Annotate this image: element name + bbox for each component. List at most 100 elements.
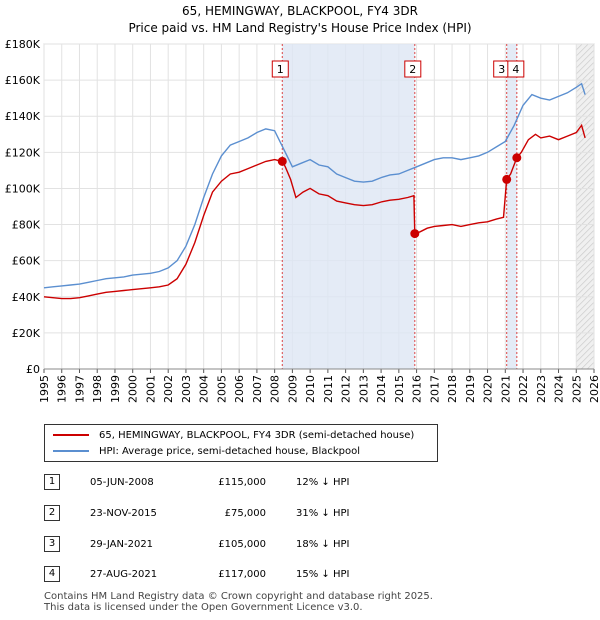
forecast-hatch-line bbox=[575, 319, 595, 339]
forecast-hatch-line bbox=[575, 223, 595, 243]
sale-hpi-diff: 12% ↓ HPI bbox=[296, 477, 350, 488]
x-tick-label: 2014 bbox=[375, 375, 388, 403]
forecast-hatch-line bbox=[575, 151, 595, 171]
y-tick-label: £40K bbox=[12, 291, 41, 304]
forecast-hatch-line bbox=[575, 61, 595, 81]
y-tick-label: £140K bbox=[5, 110, 41, 123]
forecast-hatch-line bbox=[575, 163, 595, 183]
forecast-hatch-line bbox=[575, 301, 595, 321]
forecast-hatch-line bbox=[575, 43, 595, 63]
sale-date: 29-JAN-2021 bbox=[90, 539, 154, 550]
legend-label-property: 65, HEMINGWAY, BLACKPOOL, FY4 3DR (semi-… bbox=[99, 430, 415, 441]
y-tick-label: £0 bbox=[26, 363, 40, 376]
x-tick-label: 1998 bbox=[91, 375, 104, 403]
legend-item-hpi: HPI: Average price, semi-detached house,… bbox=[53, 444, 360, 460]
x-tick-label: 2005 bbox=[215, 375, 228, 403]
sale-marker-label: 4 bbox=[44, 566, 60, 582]
forecast-hatch-line bbox=[575, 325, 595, 345]
forecast-hatch-line bbox=[575, 49, 595, 69]
forecast-hatch-line bbox=[575, 55, 595, 75]
forecast-hatch-line bbox=[580, 355, 595, 370]
x-tick-label: 2011 bbox=[322, 375, 335, 403]
sale-hpi-diff: 18% ↓ HPI bbox=[296, 539, 350, 550]
forecast-hatch-line bbox=[575, 277, 595, 297]
x-tick-label: 2017 bbox=[428, 375, 441, 403]
x-tick-label: 2000 bbox=[127, 375, 140, 403]
x-tick-label: 2025 bbox=[570, 375, 583, 403]
table-row: 4 27-AUG-2021 £117,000 15% ↓ HPI bbox=[44, 564, 384, 586]
forecast-hatch-line bbox=[575, 103, 595, 123]
forecast-hatch-line bbox=[575, 229, 595, 249]
x-tick-label: 2018 bbox=[446, 375, 459, 403]
sale-point bbox=[277, 156, 287, 166]
y-tick-label: £100K bbox=[5, 182, 41, 195]
x-tick-label: 2021 bbox=[499, 375, 512, 403]
x-tick-label: 1995 bbox=[38, 375, 51, 403]
x-tick-label: 2023 bbox=[535, 375, 548, 403]
forecast-hatch-line bbox=[575, 43, 589, 57]
sale-hpi-diff: 31% ↓ HPI bbox=[296, 508, 350, 519]
x-tick-label: 2016 bbox=[411, 375, 424, 403]
forecast-hatch-line bbox=[575, 295, 595, 315]
forecast-hatch-line bbox=[575, 241, 595, 261]
sale-marker-label: 1 bbox=[277, 63, 284, 76]
y-tick-label: £160K bbox=[5, 74, 41, 87]
x-tick-label: 2015 bbox=[393, 375, 406, 403]
legend-swatch-hpi bbox=[53, 450, 89, 452]
sale-marker-label: 3 bbox=[498, 63, 505, 76]
forecast-hatch-line bbox=[575, 265, 595, 285]
forecast-hatch-line bbox=[575, 79, 595, 99]
forecast-hatch-line bbox=[575, 313, 595, 333]
forecast-hatch-line bbox=[575, 331, 595, 351]
y-tick-label: £20K bbox=[12, 327, 41, 340]
forecast-hatch-line bbox=[575, 235, 595, 255]
forecast-hatch-line bbox=[575, 145, 595, 165]
forecast-hatch-line bbox=[575, 73, 595, 93]
sale-point bbox=[410, 229, 420, 239]
forecast-hatch-line bbox=[575, 43, 583, 51]
footer-license: This data is licensed under the Open Gov… bbox=[44, 602, 363, 613]
x-tick-label: 2007 bbox=[251, 375, 264, 403]
sale-marker-label: 1 bbox=[44, 474, 60, 490]
sale-point bbox=[512, 153, 522, 163]
sale-price: £105,000 bbox=[218, 539, 266, 550]
forecast-hatch-line bbox=[575, 115, 595, 135]
sale-date: 05-JUN-2008 bbox=[90, 477, 154, 488]
forecast-hatch-line bbox=[575, 253, 595, 273]
forecast-hatch-line bbox=[575, 121, 595, 141]
x-tick-label: 2026 bbox=[588, 375, 600, 403]
forecast-hatch-line bbox=[575, 67, 595, 87]
x-tick-label: 2008 bbox=[269, 375, 282, 403]
forecast-hatch-line bbox=[575, 289, 595, 309]
sale-period-band bbox=[282, 44, 415, 369]
forecast-hatch-line bbox=[575, 217, 595, 237]
sale-price: £117,000 bbox=[218, 569, 266, 580]
forecast-hatch-line bbox=[575, 271, 595, 291]
chart-subtitle: Price paid vs. HM Land Registry's House … bbox=[128, 21, 471, 35]
x-tick-label: 2012 bbox=[340, 375, 353, 403]
sale-date: 23-NOV-2015 bbox=[90, 508, 157, 519]
forecast-hatch-line bbox=[575, 199, 595, 219]
sale-marker-label: 2 bbox=[409, 63, 416, 76]
forecast-hatch-line bbox=[575, 337, 595, 357]
x-tick-label: 2009 bbox=[286, 375, 299, 403]
x-tick-label: 2013 bbox=[357, 375, 370, 403]
x-tick-label: 2010 bbox=[304, 375, 317, 403]
x-tick-label: 2003 bbox=[180, 375, 193, 403]
table-row: 1 05-JUN-2008 £115,000 12% ↓ HPI bbox=[44, 472, 384, 494]
footer-copyright: Contains HM Land Registry data © Crown c… bbox=[44, 591, 433, 602]
sale-point bbox=[502, 174, 512, 184]
sale-marker-box bbox=[271, 60, 289, 78]
x-tick-label: 2002 bbox=[162, 375, 175, 403]
forecast-hatch-line bbox=[575, 139, 595, 159]
legend: 65, HEMINGWAY, BLACKPOOL, FY4 3DR (semi-… bbox=[44, 424, 438, 462]
x-tick-label: 2019 bbox=[464, 375, 477, 403]
x-tick-label: 2006 bbox=[233, 375, 246, 403]
x-tick-label: 2004 bbox=[198, 375, 211, 403]
sale-marker-label: 2 bbox=[44, 505, 60, 521]
legend-label-hpi: HPI: Average price, semi-detached house,… bbox=[99, 446, 361, 457]
series-line bbox=[43, 82, 586, 289]
legend-item-property: 65, HEMINGWAY, BLACKPOOL, FY4 3DR (semi-… bbox=[53, 428, 414, 444]
legend-swatch-property bbox=[53, 434, 89, 436]
sale-price: £115,000 bbox=[218, 477, 266, 488]
